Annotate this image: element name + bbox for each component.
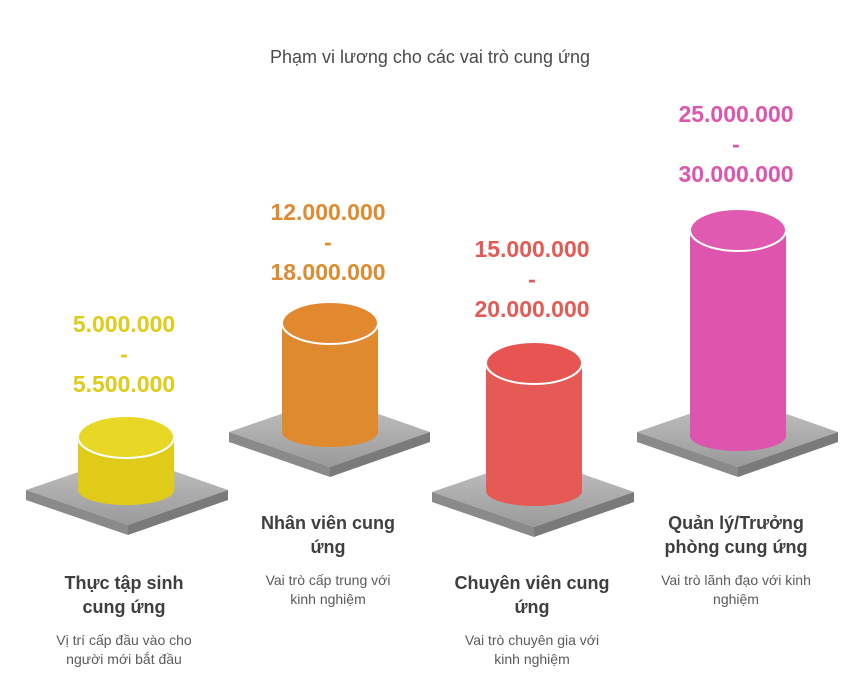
role-name-line: Chuyên viên cung (454, 573, 610, 593)
role-name-manager: Quản lý/Trưởng phòng cung ứng (626, 511, 846, 559)
role-name-specialist: Chuyên viên cung ứng (422, 571, 642, 619)
role-desc-manager: Vai trò lãnh đạo với kinh nghiệm (626, 571, 846, 609)
salary-separator: - (528, 266, 536, 292)
cylinder-specialist (485, 341, 583, 506)
role-desc-line: kinh nghiệm (494, 651, 570, 667)
role-name-line: phòng cung ứng (664, 537, 808, 557)
diagram-title: Phạm vi lương cho các vai trò cung ứng (269, 47, 591, 67)
salary-separator: - (732, 131, 740, 157)
role-name-line: Quản lý/Trưởng (668, 513, 804, 533)
role-desc-intern: Vị trí cấp đầu vào cho người mới bắt đầu (14, 631, 234, 669)
role-name-line: Nhân viên cung (260, 513, 395, 533)
cylinder-manager (689, 208, 787, 451)
role-desc-line: Vị trí cấp đầu vào cho (56, 632, 192, 648)
role-name-staff: Nhân viên cung ứng (218, 511, 438, 559)
salary-range-manager: 25.000.000 - 30.000.000 (626, 99, 846, 189)
role-desc-staff: Vai trò cấp trung với kinh nghiệm (218, 571, 438, 609)
salary-min: 12.000.000 (270, 199, 386, 225)
role-desc-line: kinh nghiệm (290, 591, 366, 607)
role-name-intern: Thực tập sinh cung ứng (14, 571, 234, 619)
salary-min: 15.000.000 (474, 236, 590, 262)
role-desc-line: Vai trò lãnh đạo với kinh (661, 572, 811, 588)
salary-separator: - (324, 229, 332, 255)
role-name-line: ứng (514, 597, 550, 617)
role-desc-line: Vai trò chuyên gia với (464, 632, 600, 648)
role-name-line: ứng (310, 537, 346, 557)
salary-min: 25.000.000 (678, 101, 794, 127)
salary-max: 18.000.000 (270, 259, 386, 285)
salary-max: 30.000.000 (678, 161, 794, 187)
salary-range-specialist: 15.000.000 - 20.000.000 (422, 234, 642, 324)
role-desc-line: người mới bắt đầu (66, 651, 182, 667)
salary-min: 5.000.000 (72, 311, 176, 337)
role-desc-specialist: Vai trò chuyên gia với kinh nghiệm (422, 631, 642, 669)
salary-range-staff: 12.000.000 - 18.000.000 (218, 197, 438, 287)
cylinder-staff (281, 301, 379, 447)
cylinder-intern (77, 415, 175, 505)
role-name-line: Thực tập sinh (64, 573, 184, 593)
salary-range-intern: 5.000.000 - 5.500.000 (14, 309, 234, 399)
role-desc-line: Vai trò cấp trung với (265, 572, 391, 588)
salary-separator: - (120, 341, 128, 367)
role-desc-line: nghiệm (713, 591, 759, 607)
salary-max: 20.000.000 (474, 296, 590, 322)
salary-max: 5.500.000 (72, 371, 176, 397)
role-name-line: cung ứng (82, 597, 166, 617)
